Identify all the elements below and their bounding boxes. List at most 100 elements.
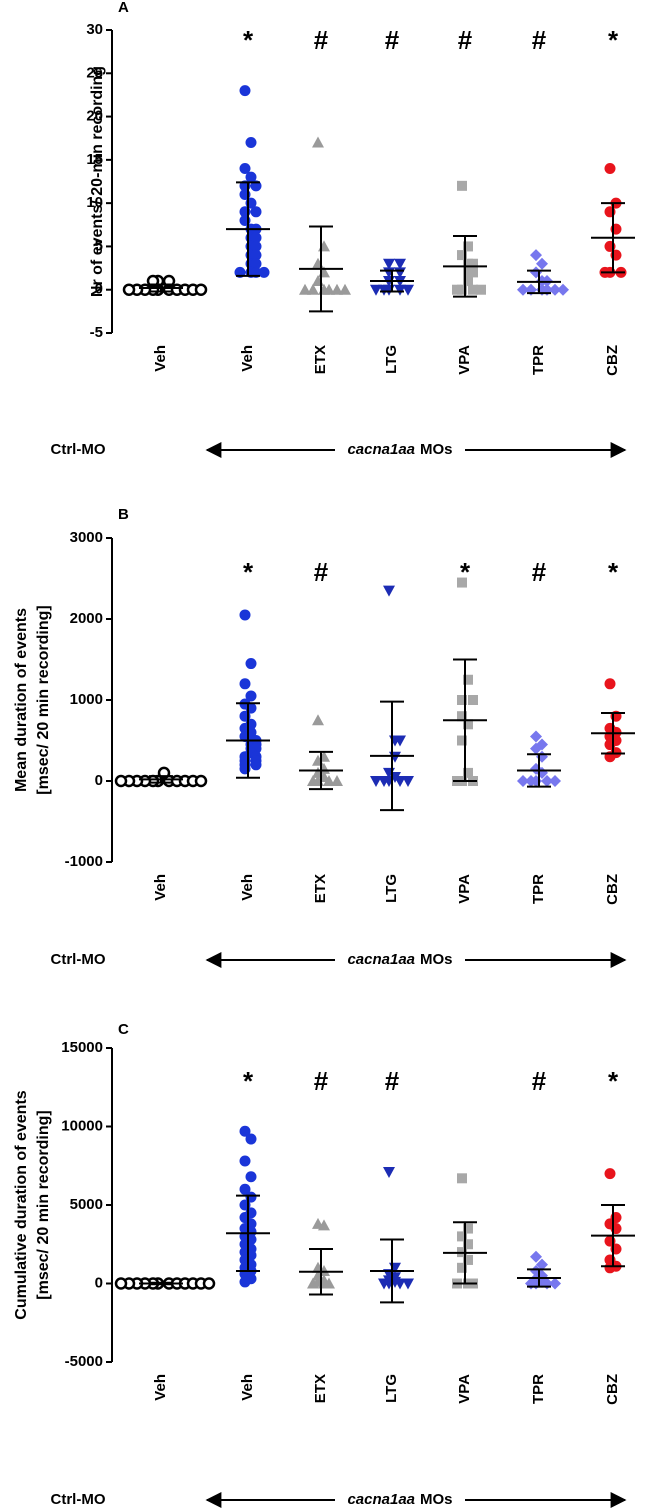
ctrl-label: Ctrl-MO [51, 1491, 106, 1508]
significance: # [314, 1066, 329, 1096]
data-point [468, 258, 478, 269]
data-point [457, 180, 467, 191]
data-point [245, 690, 257, 702]
data-point [517, 775, 529, 787]
data-point [604, 678, 616, 690]
y-tick-label: 5 [95, 237, 103, 254]
mo-label-italic: cacna1aa [347, 441, 415, 458]
data-point [452, 284, 462, 295]
y-tick-label: 30 [86, 21, 103, 38]
data-point [476, 284, 486, 295]
data-point [245, 137, 257, 149]
y-axis-label: [msec/ 20 min recording] [35, 605, 52, 794]
data-point [463, 1254, 473, 1265]
data-point [323, 775, 335, 786]
data-point [370, 776, 382, 787]
data-point [250, 759, 262, 771]
significance: # [458, 25, 473, 55]
x-tick-label: LTG [383, 874, 400, 903]
label-bg [335, 951, 465, 969]
x-tick-label: Veh [239, 1374, 256, 1401]
panel-label: B [118, 506, 129, 523]
data-point [457, 1173, 467, 1184]
data-point [239, 678, 251, 690]
x-tick-label: ETX [312, 345, 329, 374]
y-axis-label: Nr of events/ 20-min recording [89, 66, 106, 297]
y-tick-label: -5 [90, 324, 103, 341]
mo-label-rest: MOs [420, 441, 453, 458]
x-tick-label: TPR [530, 874, 547, 904]
x-tick-label: CBZ [604, 1374, 621, 1405]
data-point [250, 258, 262, 270]
y-tick-label: 25 [86, 64, 103, 81]
data-point [378, 776, 390, 787]
data-point [525, 775, 537, 787]
data-point [307, 775, 319, 786]
data-point [245, 1133, 257, 1145]
data-point [457, 711, 467, 722]
x-tick-label: VPA [456, 874, 473, 904]
mo-label-rest: MOs [420, 1491, 453, 1508]
data-point [457, 695, 467, 705]
data-point [549, 775, 561, 787]
data-point [463, 719, 473, 730]
ctrl-label: Ctrl-MO [51, 951, 106, 968]
y-tick-label: 0 [95, 281, 103, 298]
data-point [530, 266, 542, 279]
x-tick-label: VPA [456, 1374, 473, 1404]
data-point [194, 774, 208, 788]
y-axis-label: Cumulative duration of events [13, 1090, 30, 1319]
data-point [394, 735, 406, 747]
data-point [468, 695, 478, 705]
data-point [202, 1277, 216, 1290]
x-tick-label: Veh [152, 345, 169, 372]
data-point [549, 283, 561, 296]
mo-label: cacna1aa MOs [347, 441, 452, 458]
data-point [114, 774, 128, 788]
data-point [245, 171, 257, 183]
data-point [378, 1278, 390, 1290]
data-point [239, 1125, 251, 1137]
y-tick-label: 15 [86, 151, 103, 168]
y-tick-label: 15000 [61, 1039, 103, 1056]
x-tick-label: LTG [383, 1374, 400, 1403]
x-tick-label: Veh [239, 345, 256, 372]
y-tick-label: 3000 [70, 529, 103, 546]
mo-label-italic: cacna1aa [347, 1491, 415, 1508]
data-point [114, 1277, 128, 1290]
significance: * [243, 1066, 254, 1096]
y-tick-label: 0 [95, 772, 103, 789]
y-tick-label: -1000 [65, 853, 103, 870]
data-point [457, 735, 467, 746]
data-point [245, 1171, 257, 1183]
data-point [299, 283, 311, 295]
significance: # [532, 25, 547, 55]
data-point [318, 1219, 330, 1231]
label-bg [335, 1491, 465, 1509]
data-point [239, 1276, 251, 1288]
data-point [323, 283, 335, 295]
data-point [250, 240, 262, 252]
data-point [331, 283, 343, 295]
data-point [239, 609, 251, 621]
y-tick-label: 20 [86, 108, 103, 125]
data-point [394, 1278, 406, 1290]
data-point [463, 767, 473, 778]
data-point [383, 258, 395, 270]
x-tick-label: Veh [239, 874, 256, 901]
data-point [463, 241, 473, 252]
data-point [402, 1278, 414, 1290]
data-point [457, 577, 467, 588]
data-point [549, 1277, 561, 1290]
data-point [239, 1155, 251, 1167]
panel-label: A [118, 0, 129, 16]
significance: * [243, 557, 254, 587]
significance: * [608, 557, 619, 587]
x-tick-label: LTG [383, 345, 400, 374]
data-point [331, 775, 343, 786]
data-point [394, 776, 406, 787]
x-tick-label: TPR [530, 345, 547, 375]
y-tick-label: 5000 [70, 1196, 103, 1213]
data-point [389, 751, 401, 763]
